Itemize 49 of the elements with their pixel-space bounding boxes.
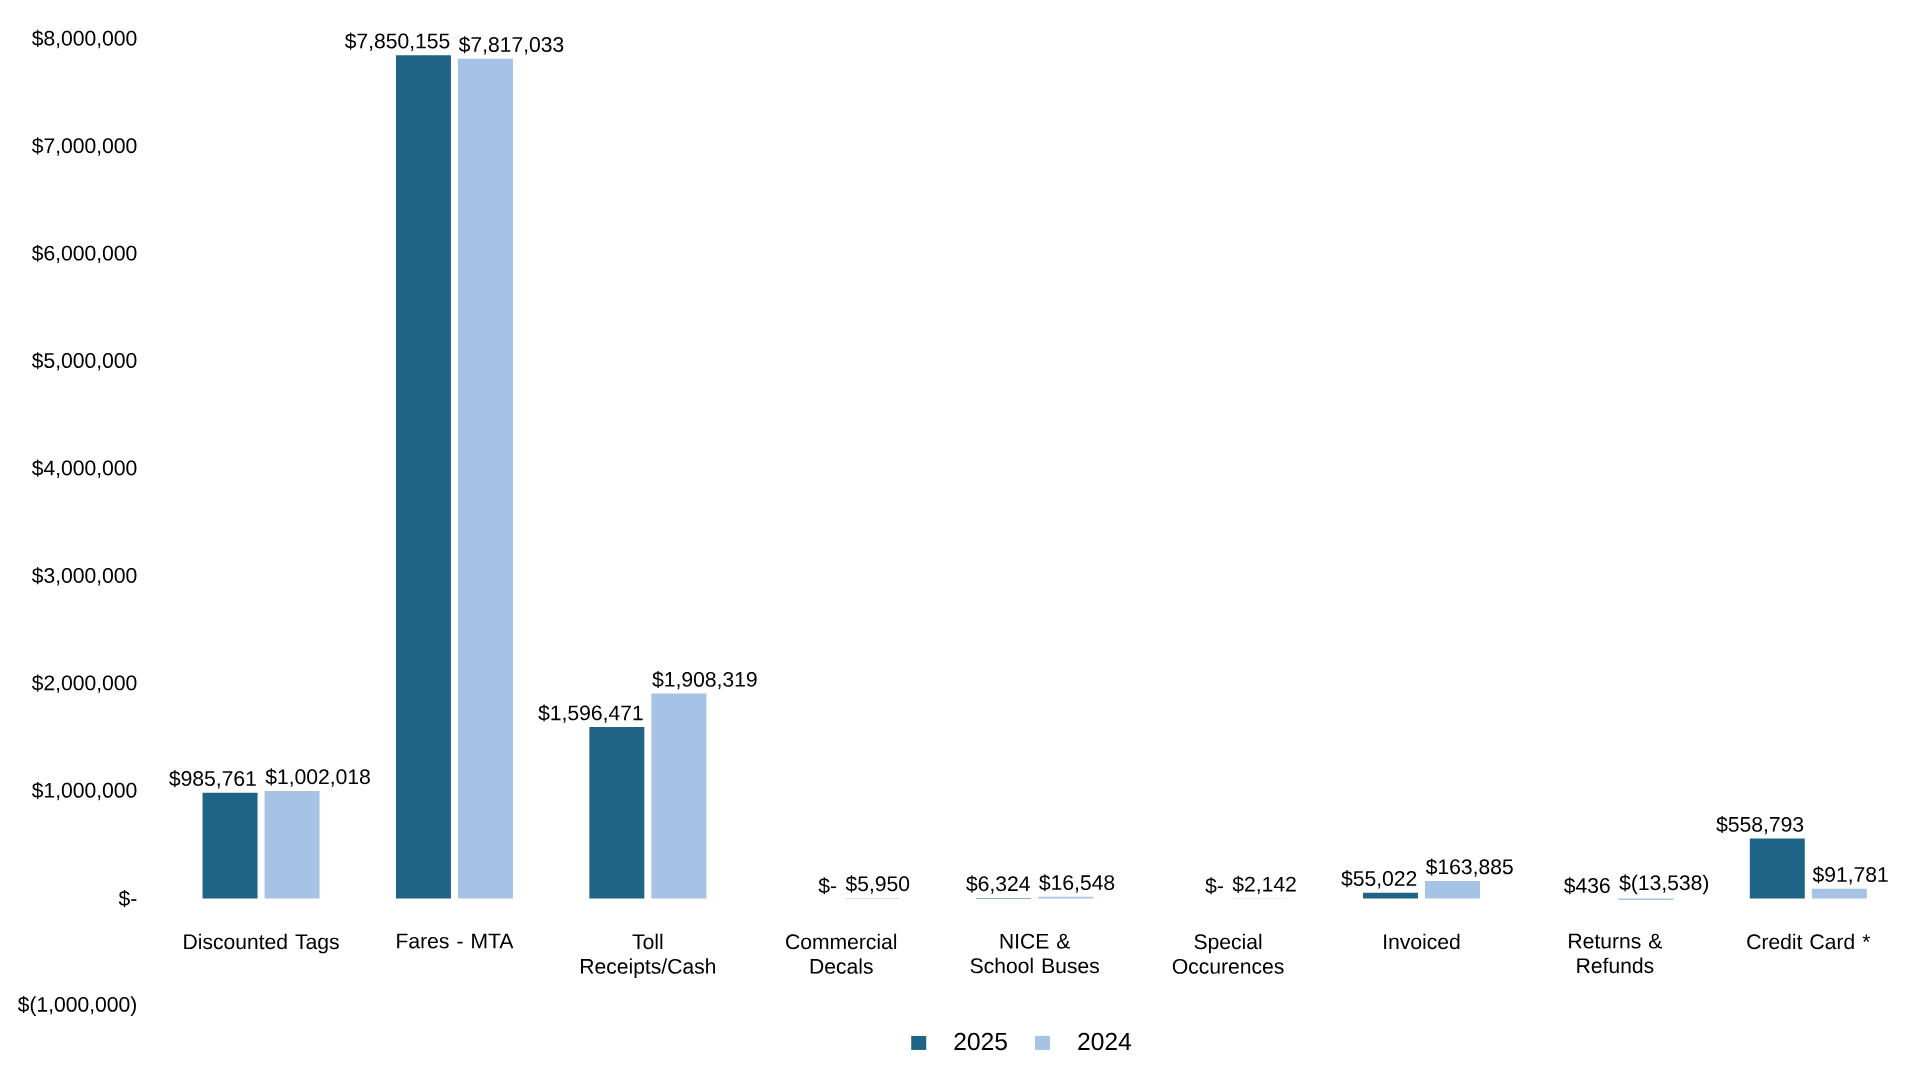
y-tick-label: $8,000,000 xyxy=(31,29,137,49)
legend-label: 2025 xyxy=(954,1032,1007,1051)
bar xyxy=(1811,888,1867,899)
data-label: $16,548 xyxy=(1039,874,1115,893)
data-label: $5,950 xyxy=(845,875,910,894)
bar xyxy=(1749,838,1805,899)
bar xyxy=(457,58,513,899)
y-tick-label: $6,000,000 xyxy=(31,244,137,264)
data-label: $436 xyxy=(1563,877,1610,895)
y-tick-label: $- xyxy=(118,889,137,908)
x-tick-label: Fares - MTA xyxy=(397,933,514,949)
bar xyxy=(1362,892,1418,899)
legend-label: 2024 xyxy=(1078,1032,1132,1051)
bar xyxy=(264,790,320,899)
bar xyxy=(1425,880,1481,899)
x-tick-label: Credit Card * xyxy=(1747,933,1871,950)
x-tick-label: Returns & Refunds xyxy=(1569,933,1662,974)
x-tick-label: Toll Receipts/Cash xyxy=(581,933,716,978)
y-tick-label: $(1,000,000) xyxy=(17,995,136,1016)
data-label: $163,885 xyxy=(1425,858,1513,877)
data-label: $55,022 xyxy=(1341,870,1417,889)
bar xyxy=(651,693,707,899)
data-label: $1,596,471 xyxy=(538,704,643,723)
data-label: $- xyxy=(818,877,837,895)
x-tick-label: Invoiced xyxy=(1384,933,1460,950)
x-tick-label: Commercial Decals xyxy=(786,933,897,974)
x-tick-label: Discounted Tags xyxy=(184,933,339,954)
bar xyxy=(202,792,258,899)
data-label: $558,793 xyxy=(1716,815,1804,835)
data-label: $- xyxy=(1205,877,1223,895)
data-label: $985,761 xyxy=(169,770,256,789)
data-label: $1,002,018 xyxy=(265,768,370,787)
data-label: $7,850,155 xyxy=(344,32,450,51)
data-label: $2,142 xyxy=(1232,875,1296,895)
data-label: $1,908,319 xyxy=(652,670,757,690)
bar xyxy=(395,55,451,899)
y-tick-label: $4,000,000 xyxy=(31,459,137,478)
y-tick-label: $1,000,000 xyxy=(31,781,137,801)
data-label: $6,324 xyxy=(966,875,1030,894)
data-label: $7,817,033 xyxy=(458,36,564,55)
bar xyxy=(589,727,645,899)
x-tick-label: NICE & School Buses xyxy=(970,933,1099,974)
x-tick-label: Special Occurences xyxy=(1172,933,1284,974)
y-tick-label: $5,000,000 xyxy=(31,352,137,371)
data-label: $91,781 xyxy=(1812,866,1888,885)
data-label: $(13,538) xyxy=(1619,874,1709,895)
y-tick-label: $3,000,000 xyxy=(31,567,137,586)
y-tick-label: $2,000,000 xyxy=(31,674,137,693)
y-tick-label: $7,000,000 xyxy=(31,137,137,156)
